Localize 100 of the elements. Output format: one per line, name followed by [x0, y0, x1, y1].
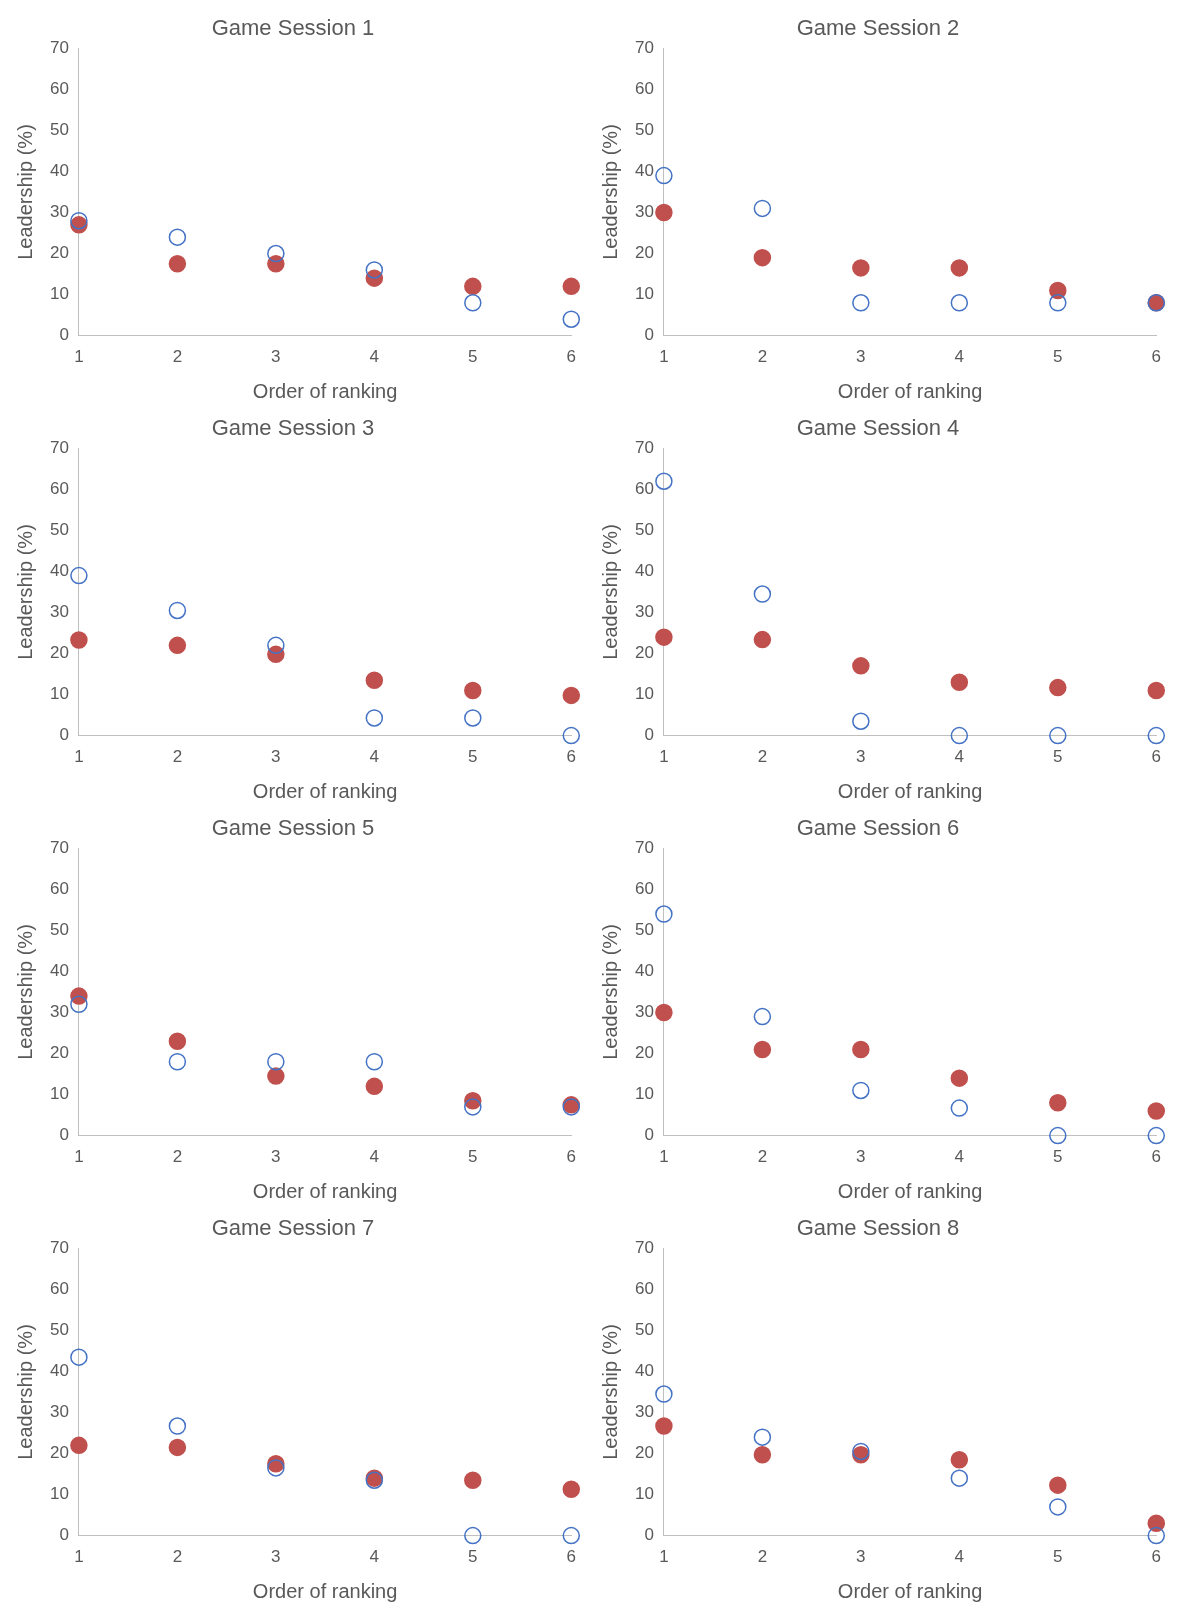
y-tick-label: 20 — [634, 243, 654, 263]
y-axis-title: Leadership (%) — [598, 1324, 621, 1460]
x-tick-label: 3 — [271, 1147, 281, 1167]
y-tick-label: 20 — [49, 643, 69, 663]
x-tick-label: 4 — [369, 1547, 380, 1567]
point — [168, 636, 187, 655]
x-tick-label: 5 — [468, 747, 478, 767]
point — [1049, 1094, 1067, 1112]
point — [1147, 1514, 1166, 1533]
x-tick-label: 4 — [954, 347, 965, 367]
point — [168, 1053, 187, 1071]
chart-title: Game Session 4 — [796, 415, 960, 441]
y-tick-label: 70 — [634, 838, 654, 858]
x-tick-label: 2 — [757, 347, 768, 367]
y-tick-label: 30 — [634, 602, 654, 622]
y-axis-title: Leadership (%) — [13, 524, 36, 660]
y-tick-label: 10 — [49, 1484, 69, 1504]
point — [753, 630, 772, 649]
point — [168, 601, 187, 620]
x-tick-label: 1 — [74, 1547, 84, 1567]
x-tick-label: 1 — [74, 747, 84, 767]
x-tick-label: 2 — [757, 747, 768, 767]
point — [562, 277, 581, 296]
y-tick-label: 10 — [634, 1484, 654, 1504]
y-tick-label: 10 — [49, 1084, 69, 1104]
y-tick-label: 70 — [634, 38, 654, 58]
y-tick-label: 60 — [49, 479, 69, 499]
y-tick-label: 20 — [49, 243, 69, 263]
point — [655, 1003, 673, 1022]
y-axis-title: Leadership (%) — [598, 524, 621, 660]
y-tick-label: 50 — [49, 120, 69, 140]
x-axis-title: Order of ranking — [252, 379, 398, 402]
point — [1147, 726, 1166, 745]
x-tick-label: 1 — [659, 1147, 669, 1167]
point — [562, 1526, 581, 1545]
x-tick-label: 3 — [856, 1547, 866, 1567]
y-tick-label: 20 — [634, 1443, 654, 1463]
point — [753, 585, 772, 603]
point — [655, 472, 673, 490]
point — [1049, 726, 1067, 745]
x-tick-label: 5 — [1053, 347, 1063, 367]
y-axis-title: Leadership (%) — [598, 924, 621, 1060]
x-axis-title: Order of ranking — [837, 1579, 983, 1602]
y-tick-label: 50 — [49, 520, 69, 540]
point — [70, 995, 88, 1014]
y-axis-title: Leadership (%) — [13, 1324, 36, 1460]
x-tick-label: 3 — [856, 747, 866, 767]
x-axis-title: Order of ranking — [252, 779, 398, 802]
point — [365, 261, 384, 279]
x-tick-label: 2 — [172, 1147, 183, 1167]
x-tick-label: 3 — [856, 1147, 866, 1167]
y-tick-label: 10 — [634, 1084, 654, 1104]
point — [267, 1459, 285, 1477]
x-tick-label: 6 — [1151, 347, 1162, 367]
x-tick-label: 3 — [271, 347, 281, 367]
y-tick-label: 0 — [59, 1525, 69, 1545]
x-tick-label: 6 — [1151, 747, 1162, 767]
point — [267, 636, 285, 655]
x-tick-label: 2 — [172, 1547, 183, 1567]
x-tick-label: 6 — [566, 747, 577, 767]
point — [1049, 281, 1067, 300]
point — [852, 712, 870, 730]
y-tick-label: 50 — [634, 520, 654, 540]
point — [464, 1471, 482, 1489]
y-tick-label: 0 — [59, 725, 69, 745]
point — [655, 628, 673, 646]
point — [753, 248, 772, 267]
x-tick-label: 5 — [1053, 747, 1063, 767]
y-tick-label: 50 — [49, 920, 69, 940]
y-tick-label: 40 — [49, 161, 69, 181]
y-axis-title: Leadership (%) — [598, 124, 621, 260]
y-tick-label: 20 — [49, 1443, 69, 1463]
point — [168, 1032, 187, 1050]
x-tick-label: 3 — [856, 347, 866, 367]
y-tick-label: 60 — [49, 879, 69, 899]
point — [852, 657, 870, 675]
y-tick-label: 70 — [49, 1238, 69, 1258]
x-tick-label: 2 — [757, 1547, 768, 1567]
point — [753, 1007, 772, 1026]
point — [852, 1442, 870, 1461]
point — [950, 294, 969, 312]
y-tick-label: 60 — [634, 1279, 654, 1299]
point — [464, 709, 482, 727]
point — [950, 673, 969, 692]
point — [950, 1450, 969, 1469]
x-tick-label: 6 — [1151, 1547, 1162, 1567]
point — [365, 709, 384, 727]
x-tick-label: 5 — [1053, 1147, 1063, 1167]
point — [1147, 1126, 1166, 1145]
point — [852, 294, 870, 312]
point — [70, 1348, 88, 1366]
y-tick-label: 30 — [49, 1002, 69, 1022]
x-tick-label: 6 — [1151, 1147, 1162, 1167]
point — [562, 1480, 581, 1498]
y-tick-label: 60 — [634, 79, 654, 99]
x-axis-title: Order of ranking — [837, 379, 983, 402]
y-tick-label: 0 — [59, 1125, 69, 1145]
x-axis-title: Order of ranking — [252, 1179, 398, 1202]
y-tick-label: 10 — [49, 684, 69, 704]
point — [70, 211, 88, 230]
